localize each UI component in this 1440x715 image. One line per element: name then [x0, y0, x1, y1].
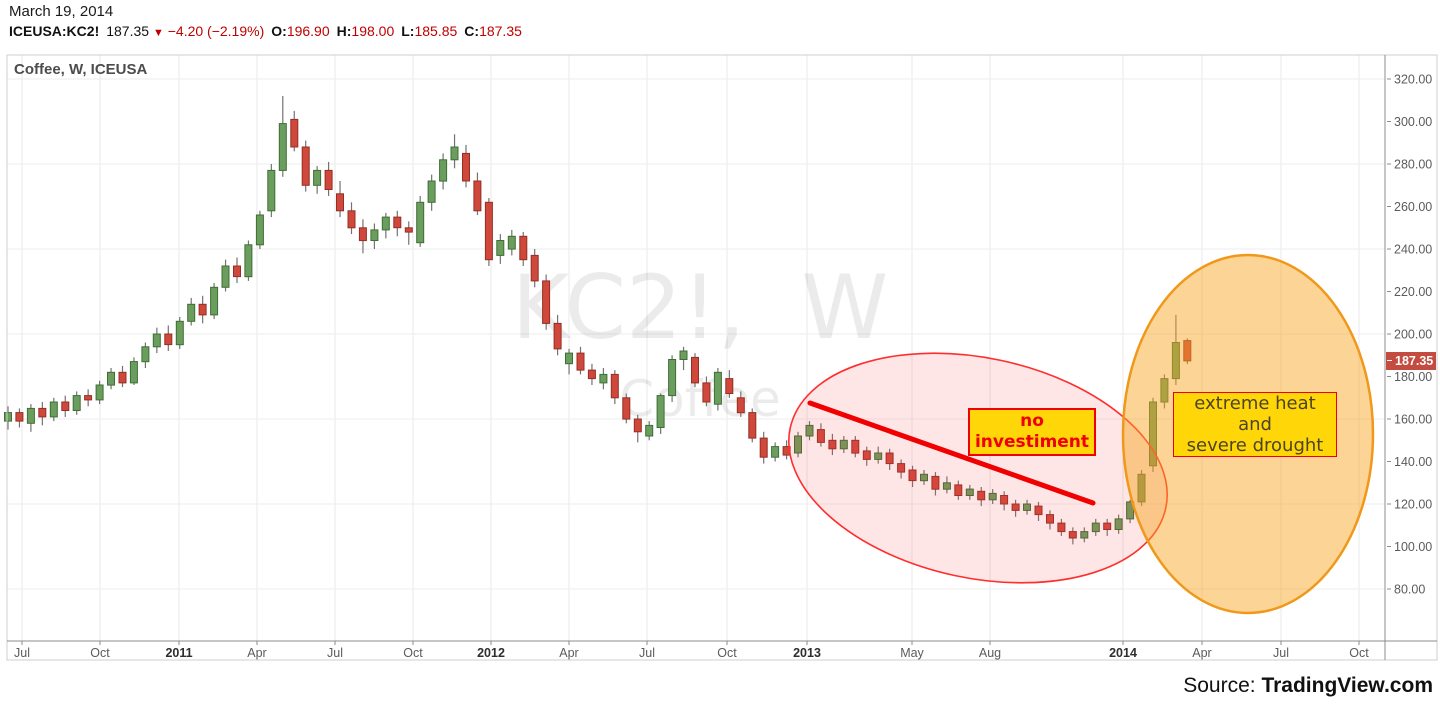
- svg-text:Aug: Aug: [979, 646, 1001, 660]
- svg-text:120.00: 120.00: [1394, 498, 1432, 512]
- svg-text:2013: 2013: [793, 646, 821, 660]
- svg-text:Coffee: Coffee: [619, 370, 780, 428]
- open-label: O:: [271, 23, 287, 39]
- svg-text:280.00: 280.00: [1394, 158, 1432, 172]
- source-name: TradingView.com: [1261, 674, 1433, 697]
- no-investment-label[interactable]: no investiment: [968, 408, 1096, 456]
- heat-line2: and: [1238, 414, 1272, 435]
- svg-text:2012: 2012: [477, 646, 505, 660]
- heat-line3: severe drought: [1186, 435, 1324, 456]
- svg-text:180.00: 180.00: [1394, 370, 1432, 384]
- low-label: L:: [401, 23, 415, 39]
- svg-text:Jul: Jul: [1273, 646, 1289, 660]
- svg-text:2014: 2014: [1109, 646, 1137, 660]
- close-label: C:: [464, 23, 480, 39]
- high-label: H:: [336, 23, 352, 39]
- svg-text:200.00: 200.00: [1394, 328, 1432, 342]
- price-tag-value: 187.35: [1395, 354, 1434, 368]
- low-value: 185.85: [414, 23, 458, 39]
- svg-text:Apr: Apr: [559, 646, 578, 660]
- svg-text:240.00: 240.00: [1394, 243, 1432, 257]
- svg-text:KC2!, W: KC2!, W: [512, 256, 889, 359]
- close-value: 187.35: [479, 23, 522, 39]
- svg-text:260.00: 260.00: [1394, 200, 1432, 214]
- quote-header: March 19, 2014 ICEUSA:KC2! 187.35 ▼ −4.20…: [9, 3, 522, 39]
- svg-text:Jul: Jul: [14, 646, 30, 660]
- open-value: 196.90: [286, 23, 330, 39]
- svg-text:100.00: 100.00: [1394, 540, 1432, 554]
- down-triangle-icon: ▼: [152, 27, 164, 39]
- svg-text:May: May: [900, 646, 924, 660]
- date-label: March 19, 2014: [9, 3, 114, 20]
- quote-line: ICEUSA:KC2! 187.35 ▼ −4.20 (−2.19%) O:196.…: [9, 23, 522, 39]
- symbol-watermark: KC2!, W Coffee: [512, 256, 889, 428]
- svg-text:Apr: Apr: [247, 646, 266, 660]
- chart-legend[interactable]: Coffee, W, ICEUSA: [14, 61, 148, 78]
- svg-text:2011: 2011: [165, 646, 192, 660]
- last-price-tag: 187.35: [1386, 352, 1436, 370]
- svg-text:320.00: 320.00: [1394, 73, 1432, 87]
- change-value: −4.20 (−2.19%): [167, 23, 265, 39]
- svg-text:Jul: Jul: [327, 646, 343, 660]
- svg-text:Jul: Jul: [639, 646, 655, 660]
- svg-text:Oct: Oct: [1349, 646, 1369, 660]
- svg-text:220.00: 220.00: [1394, 285, 1432, 299]
- svg-text:140.00: 140.00: [1394, 455, 1432, 469]
- high-value: 198.00: [351, 23, 395, 39]
- svg-text:160.00: 160.00: [1394, 413, 1432, 427]
- extreme-heat-label[interactable]: extreme heat and severe drought: [1173, 392, 1337, 457]
- svg-text:Oct: Oct: [717, 646, 737, 660]
- last-price: 187.35: [106, 23, 150, 39]
- chart-frame: [6, 54, 1438, 661]
- svg-text:300.00: 300.00: [1394, 115, 1432, 129]
- time-axis[interactable]: Jul Oct 2011 Apr Jul Oct 2012 Apr Jul Oct 2013 May A…: [14, 641, 1369, 660]
- source-credit: Source: TradingView.com: [1183, 674, 1433, 698]
- source-label: Source:: [1183, 674, 1262, 697]
- svg-text:Oct: Oct: [403, 646, 423, 660]
- heat-line1: extreme heat: [1194, 393, 1316, 414]
- no-investment-line2: investiment: [974, 432, 1090, 452]
- svg-text:Oct: Oct: [90, 646, 110, 660]
- svg-text:80.00: 80.00: [1394, 583, 1425, 597]
- downtrend-line: [807, 400, 1096, 506]
- no-investment-line1: no: [1020, 411, 1044, 431]
- candles: [4, 96, 1192, 545]
- price-tag-tick: [1387, 360, 1392, 361]
- price-axis[interactable]: 320.00 300.00 280.00 260.00 240.00 220.00 200.…: [1387, 73, 1432, 597]
- symbol-label: ICEUSA:KC2!: [9, 23, 100, 39]
- svg-text:Apr: Apr: [1192, 646, 1211, 660]
